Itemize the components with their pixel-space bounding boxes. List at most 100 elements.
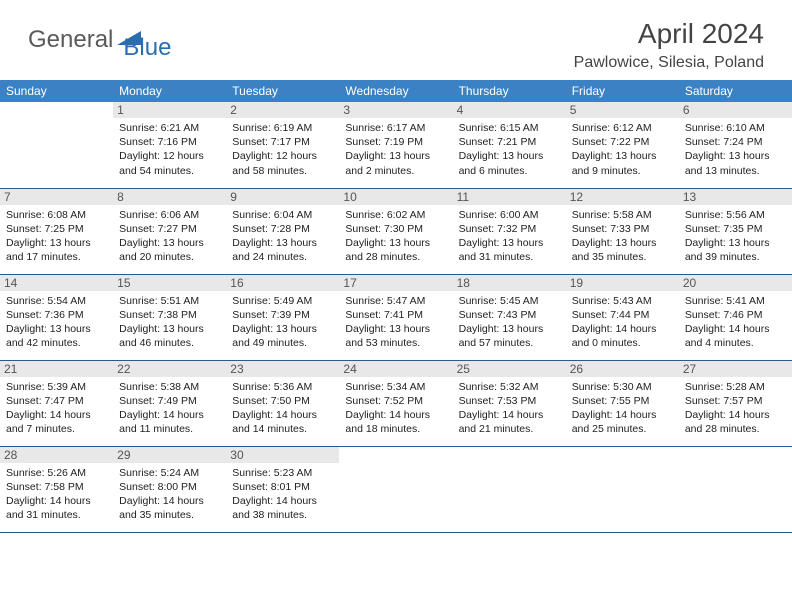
day-number: 5 <box>566 102 679 118</box>
day-cell <box>339 446 452 532</box>
day-cell: 13 Sunrise: 5:56 AMSunset: 7:35 PMDayligh… <box>679 188 792 274</box>
day-number: 27 <box>679 361 792 377</box>
day-info: Sunrise: 5:26 AMSunset: 7:58 PMDaylight:… <box>6 466 107 523</box>
day-info: Sunrise: 5:38 AMSunset: 7:49 PMDaylight:… <box>119 380 220 437</box>
day-number: 1 <box>113 102 226 118</box>
day-cell <box>453 446 566 532</box>
day-cell <box>679 446 792 532</box>
day-info: Sunrise: 5:23 AMSunset: 8:01 PMDaylight:… <box>232 466 333 523</box>
col-saturday: Saturday <box>679 80 792 102</box>
day-number: 12 <box>566 189 679 205</box>
week-row: 7 Sunrise: 6:08 AMSunset: 7:25 PMDaylight… <box>0 188 792 274</box>
day-number: 13 <box>679 189 792 205</box>
day-number: 15 <box>113 275 226 291</box>
day-cell: 11 Sunrise: 6:00 AMSunset: 7:32 PMDayligh… <box>453 188 566 274</box>
day-number: 14 <box>0 275 113 291</box>
day-info: Sunrise: 6:02 AMSunset: 7:30 PMDaylight:… <box>345 208 446 265</box>
day-cell: 20Sunrise: 5:41 AMSunset: 7:46 PMDayligh… <box>679 274 792 360</box>
header: General Blue April 2024 Pawlowice, Siles… <box>0 0 792 80</box>
day-number: 23 <box>226 361 339 377</box>
day-cell: 1 Sunrise: 6:21 AMSunset: 7:16 PMDaylight… <box>113 102 226 188</box>
col-thursday: Thursday <box>453 80 566 102</box>
page-title: April 2024 <box>574 18 764 50</box>
week-row: 21 Sunrise: 5:39 AMSunset: 7:47 PMDayligh… <box>0 360 792 446</box>
day-cell: 21 Sunrise: 5:39 AMSunset: 7:47 PMDayligh… <box>0 360 113 446</box>
day-info: Sunrise: 5:45 AMSunset: 7:43 PMDaylight:… <box>459 294 560 351</box>
day-info: Sunrise: 6:06 AMSunset: 7:27 PMDaylight:… <box>119 208 220 265</box>
title-block: April 2024 Pawlowice, Silesia, Poland <box>574 18 764 72</box>
day-number: 9 <box>226 189 339 205</box>
day-number: 26 <box>566 361 679 377</box>
day-cell: 17 Sunrise: 5:47 AMSunset: 7:41 PMDayligh… <box>339 274 452 360</box>
col-sunday: Sunday <box>0 80 113 102</box>
day-info: Sunrise: 5:51 AMSunset: 7:38 PMDaylight:… <box>119 294 220 351</box>
day-number: 4 <box>453 102 566 118</box>
col-tuesday: Tuesday <box>226 80 339 102</box>
day-number: 22 <box>113 361 226 377</box>
day-info: Sunrise: 5:34 AMSunset: 7:52 PMDaylight:… <box>345 380 446 437</box>
day-cell: 6Sunrise: 6:10 AMSunset: 7:24 PMDaylight… <box>679 102 792 188</box>
day-info: Sunrise: 5:54 AMSunset: 7:36 PMDaylight:… <box>6 294 107 351</box>
day-info: Sunrise: 6:21 AMSunset: 7:16 PMDaylight:… <box>119 121 220 178</box>
day-number: 16 <box>226 275 339 291</box>
day-number: 19 <box>566 275 679 291</box>
day-cell: 24 Sunrise: 5:34 AMSunset: 7:52 PMDayligh… <box>339 360 452 446</box>
week-row: 28Sunrise: 5:26 AMSunset: 7:58 PMDayligh… <box>0 446 792 532</box>
day-info: Sunrise: 5:49 AMSunset: 7:39 PMDaylight:… <box>232 294 333 351</box>
day-info: Sunrise: 6:00 AMSunset: 7:32 PMDaylight:… <box>459 208 560 265</box>
day-number: 24 <box>339 361 452 377</box>
day-info: Sunrise: 5:39 AMSunset: 7:47 PMDaylight:… <box>6 380 107 437</box>
day-number: 21 <box>0 361 113 377</box>
day-number: 11 <box>453 189 566 205</box>
day-cell: 7 Sunrise: 6:08 AMSunset: 7:25 PMDaylight… <box>0 188 113 274</box>
day-cell: 25Sunrise: 5:32 AMSunset: 7:53 PMDayligh… <box>453 360 566 446</box>
day-info: Sunrise: 5:24 AMSunset: 8:00 PMDaylight:… <box>119 466 220 523</box>
col-wednesday: Wednesday <box>339 80 452 102</box>
logo: General Blue <box>28 18 171 62</box>
day-cell: 23 Sunrise: 5:36 AMSunset: 7:50 PMDayligh… <box>226 360 339 446</box>
day-number: 25 <box>453 361 566 377</box>
day-number: 17 <box>339 275 452 291</box>
day-number: 30 <box>226 447 339 463</box>
day-cell <box>566 446 679 532</box>
day-number: 29 <box>113 447 226 463</box>
location-text: Pawlowice, Silesia, Poland <box>574 54 764 72</box>
day-info: Sunrise: 6:08 AMSunset: 7:25 PMDaylight:… <box>6 208 107 265</box>
day-cell: 29 Sunrise: 5:24 AMSunset: 8:00 PMDayligh… <box>113 446 226 532</box>
day-info: Sunrise: 5:41 AMSunset: 7:46 PMDaylight:… <box>685 294 786 351</box>
day-info: Sunrise: 5:58 AMSunset: 7:33 PMDaylight:… <box>572 208 673 265</box>
day-cell: 30 Sunrise: 5:23 AMSunset: 8:01 PMDayligh… <box>226 446 339 532</box>
day-info: Sunrise: 6:04 AMSunset: 7:28 PMDaylight:… <box>232 208 333 265</box>
day-number: 2 <box>226 102 339 118</box>
day-info: Sunrise: 6:19 AMSunset: 7:17 PMDaylight:… <box>232 121 333 178</box>
day-number: 18 <box>453 275 566 291</box>
day-info: Sunrise: 5:47 AMSunset: 7:41 PMDaylight:… <box>345 294 446 351</box>
day-number: 10 <box>339 189 452 205</box>
day-info: Sunrise: 5:30 AMSunset: 7:55 PMDaylight:… <box>572 380 673 437</box>
day-info: Sunrise: 6:17 AMSunset: 7:19 PMDaylight:… <box>345 121 446 178</box>
col-monday: Monday <box>113 80 226 102</box>
day-info: Sunrise: 5:28 AMSunset: 7:57 PMDaylight:… <box>685 380 786 437</box>
day-info: Sunrise: 6:12 AMSunset: 7:22 PMDaylight:… <box>572 121 673 178</box>
day-cell: 2 Sunrise: 6:19 AMSunset: 7:17 PMDaylight… <box>226 102 339 188</box>
day-cell: 9 Sunrise: 6:04 AMSunset: 7:28 PMDaylight… <box>226 188 339 274</box>
day-number: 8 <box>113 189 226 205</box>
day-cell: 5 Sunrise: 6:12 AMSunset: 7:22 PMDaylight… <box>566 102 679 188</box>
day-cell: 22 Sunrise: 5:38 AMSunset: 7:49 PMDayligh… <box>113 360 226 446</box>
day-cell: 12 Sunrise: 5:58 AMSunset: 7:33 PMDayligh… <box>566 188 679 274</box>
day-cell: 8 Sunrise: 6:06 AMSunset: 7:27 PMDaylight… <box>113 188 226 274</box>
day-cell: 14 Sunrise: 5:54 AMSunset: 7:36 PMDayligh… <box>0 274 113 360</box>
day-number: 7 <box>0 189 113 205</box>
day-cell: 15 Sunrise: 5:51 AMSunset: 7:38 PMDayligh… <box>113 274 226 360</box>
day-info: Sunrise: 5:56 AMSunset: 7:35 PMDaylight:… <box>685 208 786 265</box>
day-info: Sunrise: 5:36 AMSunset: 7:50 PMDaylight:… <box>232 380 333 437</box>
day-number: 6 <box>679 102 792 118</box>
day-info: Sunrise: 5:43 AMSunset: 7:44 PMDaylight:… <box>572 294 673 351</box>
day-cell: 4Sunrise: 6:15 AMSunset: 7:21 PMDaylight… <box>453 102 566 188</box>
week-row: 14 Sunrise: 5:54 AMSunset: 7:36 PMDayligh… <box>0 274 792 360</box>
day-number: 3 <box>339 102 452 118</box>
day-cell: 19 Sunrise: 5:43 AMSunset: 7:44 PMDayligh… <box>566 274 679 360</box>
col-friday: Friday <box>566 80 679 102</box>
calendar-table: Sunday Monday Tuesday Wednesday Thursday… <box>0 80 792 533</box>
weekday-header-row: Sunday Monday Tuesday Wednesday Thursday… <box>0 80 792 102</box>
